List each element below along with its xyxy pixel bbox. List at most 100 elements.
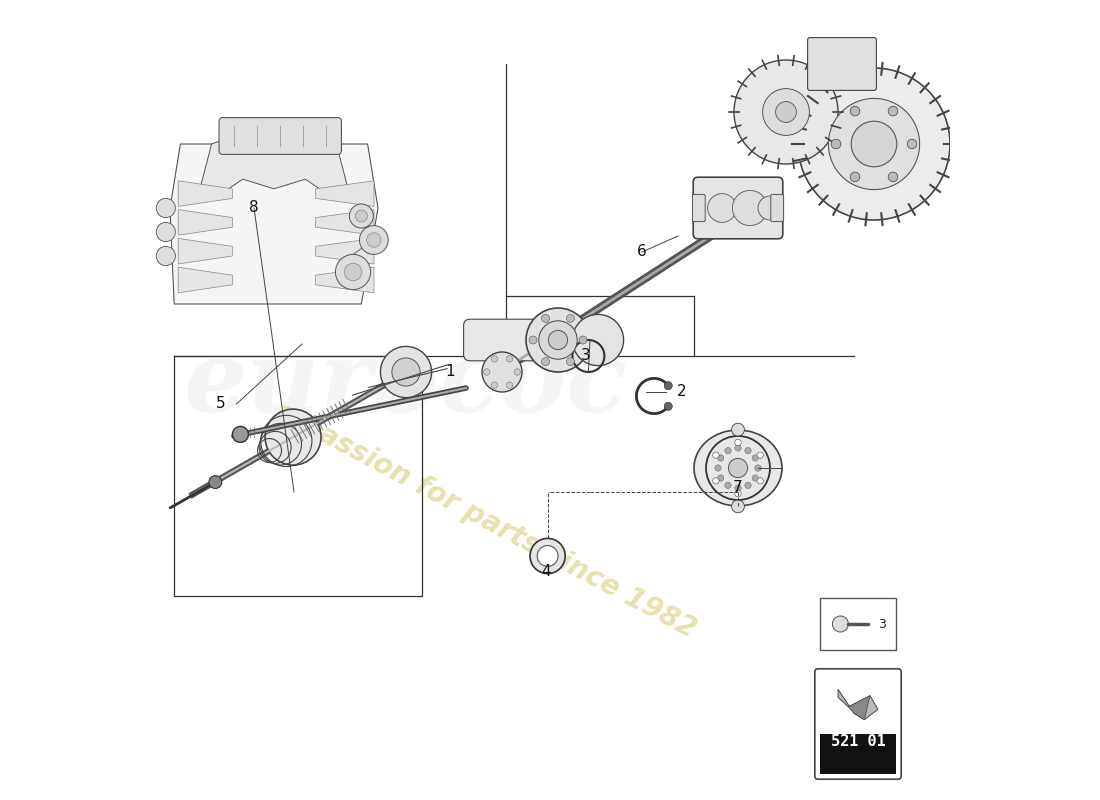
Circle shape (566, 314, 574, 322)
FancyBboxPatch shape (463, 319, 581, 361)
Bar (821, 734, 895, 774)
Text: 521 01: 521 01 (830, 734, 886, 749)
Text: 3: 3 (581, 349, 591, 363)
Polygon shape (838, 690, 878, 720)
Circle shape (537, 546, 558, 566)
Circle shape (156, 246, 175, 266)
Circle shape (752, 475, 759, 481)
Polygon shape (316, 238, 374, 264)
Circle shape (732, 423, 745, 436)
Text: 6: 6 (637, 245, 647, 259)
FancyBboxPatch shape (219, 118, 341, 154)
Circle shape (735, 439, 741, 446)
Text: 2: 2 (678, 385, 686, 399)
Circle shape (745, 447, 751, 454)
Polygon shape (201, 125, 346, 200)
Text: eurococ: eurococ (184, 336, 628, 432)
Circle shape (713, 478, 719, 484)
Circle shape (752, 454, 759, 461)
Circle shape (762, 89, 810, 135)
Polygon shape (178, 267, 232, 293)
Circle shape (851, 122, 896, 166)
FancyBboxPatch shape (692, 194, 705, 222)
Circle shape (832, 139, 840, 149)
Circle shape (888, 106, 898, 116)
FancyBboxPatch shape (815, 669, 901, 779)
Ellipse shape (694, 430, 782, 506)
Circle shape (850, 172, 860, 182)
Polygon shape (178, 181, 232, 206)
Circle shape (579, 336, 587, 344)
Circle shape (336, 254, 371, 290)
Circle shape (506, 356, 513, 362)
Circle shape (735, 485, 741, 491)
Circle shape (344, 263, 362, 281)
Circle shape (549, 330, 568, 350)
Circle shape (833, 616, 848, 632)
Circle shape (757, 478, 763, 484)
Polygon shape (178, 210, 232, 235)
Circle shape (265, 409, 321, 465)
Circle shape (355, 210, 367, 222)
Circle shape (484, 369, 490, 375)
Polygon shape (316, 267, 374, 293)
Circle shape (715, 465, 722, 471)
Circle shape (566, 358, 574, 366)
Circle shape (482, 352, 522, 392)
Circle shape (725, 447, 732, 454)
Circle shape (506, 382, 513, 388)
Circle shape (798, 68, 950, 220)
Circle shape (755, 465, 761, 471)
Text: 8: 8 (250, 201, 258, 215)
Bar (820, 598, 896, 650)
Circle shape (492, 382, 497, 388)
Circle shape (828, 98, 920, 190)
Circle shape (735, 445, 741, 451)
Circle shape (888, 172, 898, 182)
FancyBboxPatch shape (771, 194, 783, 222)
Circle shape (156, 222, 175, 242)
Circle shape (758, 196, 782, 220)
Circle shape (539, 321, 578, 359)
Circle shape (366, 233, 381, 247)
Polygon shape (170, 144, 378, 304)
Circle shape (572, 314, 624, 366)
Circle shape (381, 346, 431, 398)
Circle shape (350, 204, 373, 228)
Circle shape (732, 500, 745, 513)
Circle shape (734, 60, 838, 164)
FancyBboxPatch shape (807, 38, 877, 90)
Circle shape (530, 538, 565, 574)
Circle shape (776, 102, 796, 122)
Circle shape (733, 190, 768, 226)
Circle shape (232, 426, 249, 442)
Polygon shape (178, 238, 232, 264)
Circle shape (850, 106, 860, 116)
Circle shape (664, 382, 672, 390)
Circle shape (514, 369, 520, 375)
Circle shape (541, 314, 550, 322)
Circle shape (728, 458, 748, 478)
Circle shape (526, 308, 590, 372)
Circle shape (707, 194, 736, 222)
Circle shape (717, 454, 724, 461)
Circle shape (725, 482, 732, 489)
Polygon shape (848, 696, 870, 720)
Circle shape (908, 139, 916, 149)
FancyBboxPatch shape (693, 178, 783, 238)
Circle shape (209, 476, 222, 489)
Text: a passion for parts since 1982: a passion for parts since 1982 (271, 397, 701, 643)
Polygon shape (316, 210, 374, 235)
Circle shape (735, 490, 741, 497)
Circle shape (360, 226, 388, 254)
Circle shape (541, 358, 550, 366)
Circle shape (757, 452, 763, 458)
Circle shape (392, 358, 420, 386)
Text: 4: 4 (541, 565, 551, 579)
Circle shape (745, 482, 751, 489)
Circle shape (664, 402, 672, 410)
Polygon shape (572, 330, 578, 350)
Circle shape (156, 198, 175, 218)
Text: 3: 3 (878, 618, 886, 630)
Polygon shape (316, 181, 374, 206)
